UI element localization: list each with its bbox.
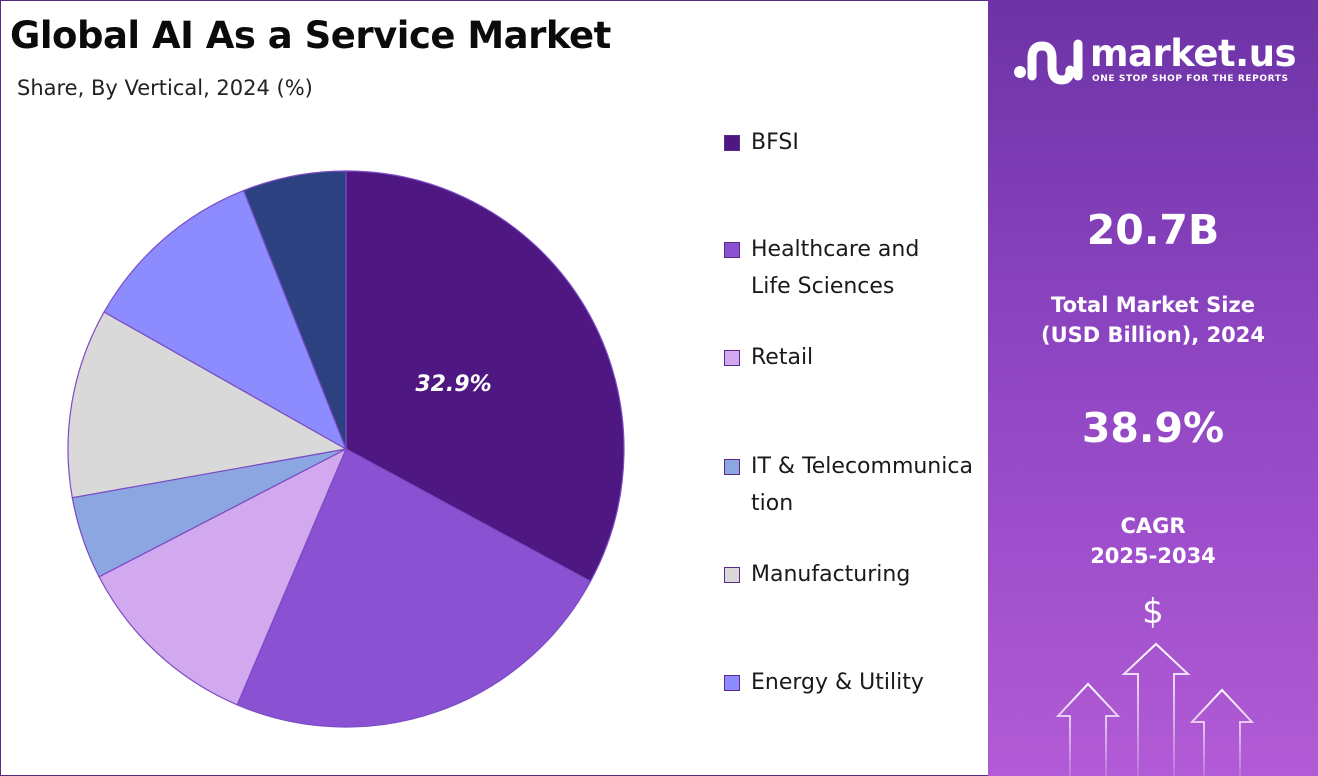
growth-arrows-icon [1055,642,1255,776]
legend-swatch [724,675,740,691]
pie-slice-energy-utility [103,189,348,451]
legend-swatch [724,135,740,151]
market-size-label-line2: (USD Billion), 2024 [1040,323,1266,347]
legend-label: Energy & Utility [751,670,924,695]
market-size-label: Total Market Size (USD Billion), 2024 [988,290,1318,350]
legend-swatch [724,567,740,583]
brand-tagline: ONE STOP SHOP FOR THE REPORTS [1092,74,1289,84]
pie-slice-manufacturing [67,311,348,499]
brand-logo[interactable]: market.us ONE STOP SHOP FOR THE REPORTS [1012,32,1312,96]
legend-label: BFSI [751,130,799,155]
pie-slice-other-6 [242,170,347,450]
market-size-value: 20.7B [1086,206,1220,254]
chart-title: Global AI As a Service Market [10,14,611,57]
legend-label: IT & Telecommunication [751,454,973,516]
legend-swatch [724,350,740,366]
pie-slice-healthcare-and-life-sciences [236,448,592,728]
brand-name: market.us [1090,32,1297,75]
legend-swatch [724,459,740,475]
pie-chart: 32.9% [67,170,625,728]
dollar-icon: $ [1142,592,1164,632]
market-us-logo-icon [1014,39,1083,85]
pie-slice-bfsi [345,170,625,583]
cagr-label: CAGR 2025-2034 [988,511,1318,571]
legend: BFSI Healthcare and Life Sciences Retail… [724,0,984,776]
legend-label: Retail [751,345,814,370]
legend-swatch [724,242,740,258]
cagr-label-line2: 2025-2034 [1090,544,1216,568]
pie-slice-retail [98,447,348,706]
cagr-label-line1: CAGR [1120,514,1186,538]
cagr-value: 38.9% [1081,404,1225,452]
legend-label: Manufacturing [751,562,911,587]
summary-panel: market.us ONE STOP SHOP FOR THE REPORTS … [988,0,1318,776]
legend-label: Healthcare and Life Sciences [751,237,920,299]
chart-subtitle: Share, By Vertical, 2024 (%) [17,76,313,100]
market-size-label-line1: Total Market Size [1051,293,1255,317]
pie-data-label: 32.9% [415,372,491,397]
